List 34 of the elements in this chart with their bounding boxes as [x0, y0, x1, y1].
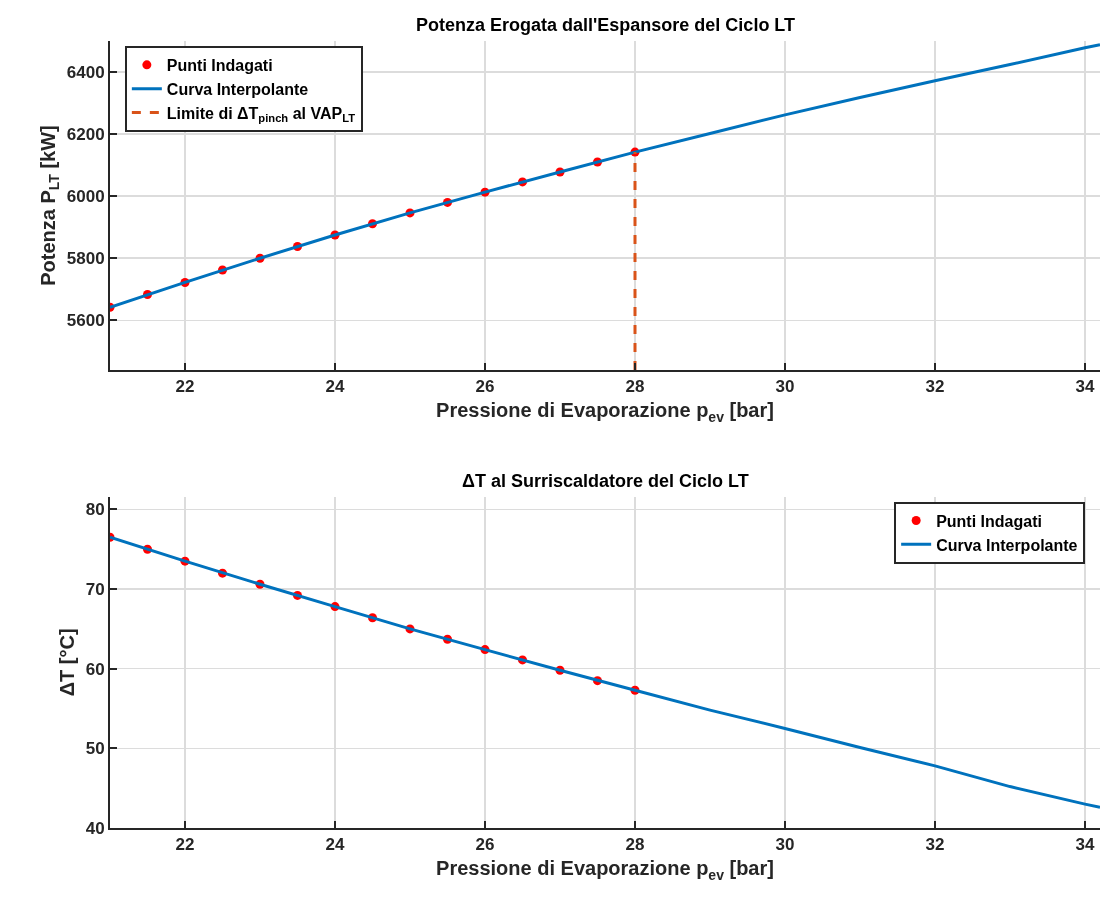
y-tick-label: 6200 — [66, 125, 105, 145]
y-tick-label: 40 — [85, 818, 105, 838]
x-tick-label: 24 — [325, 377, 345, 397]
x-tick-label: 22 — [175, 835, 195, 855]
y-tick-label: 60 — [85, 659, 105, 679]
legend-label: Curva Interpolante — [936, 536, 1078, 554]
x-tick-label: 32 — [925, 835, 945, 855]
x-tick-label: 30 — [775, 377, 795, 397]
y-tick-label: 50 — [85, 739, 105, 759]
x-tick-label: 26 — [475, 377, 495, 397]
y-tick-label: 6000 — [66, 187, 105, 207]
y-tick-label: 5800 — [66, 249, 105, 269]
y-tick-label: 5600 — [66, 311, 105, 331]
legend-label: Limite di ΔT$_{pinch}$ al VAP$_{LT}$ — [166, 104, 356, 125]
x-tick-label: 28 — [625, 835, 645, 855]
x-tick-label: 24 — [325, 835, 345, 855]
x-axis-title: Pressione di Evaporazione p$_{ev}$ [bar] — [436, 857, 774, 883]
y-tick-label: 70 — [85, 580, 105, 600]
chart-title: Potenza Erogata dall'Espansore del Ciclo LT — [416, 15, 796, 35]
x-tick-label: 22 — [175, 377, 195, 397]
x-tick-label: 26 — [475, 835, 495, 855]
x-tick-label: 34 — [1075, 835, 1095, 855]
y-axis-title: ΔT [°C] — [55, 628, 78, 697]
legend-label: Punti Indagati — [936, 512, 1042, 530]
y-tick-label: 80 — [85, 500, 105, 520]
legend-label: Curva Interpolante — [166, 80, 309, 98]
x-tick-label: 32 — [925, 377, 945, 397]
x-tick-label: 34 — [1075, 377, 1095, 397]
x-tick-label: 30 — [775, 835, 795, 855]
x-axis-title: Pressione di Evaporazione p$_{ev}$ [bar] — [436, 399, 774, 425]
y-tick-label: 6400 — [66, 62, 105, 82]
legend-label: Punti Indagati — [166, 57, 273, 75]
x-tick-label: 28 — [625, 377, 645, 397]
chart-title: ΔT al Surriscaldatore del Ciclo LT — [462, 471, 749, 491]
